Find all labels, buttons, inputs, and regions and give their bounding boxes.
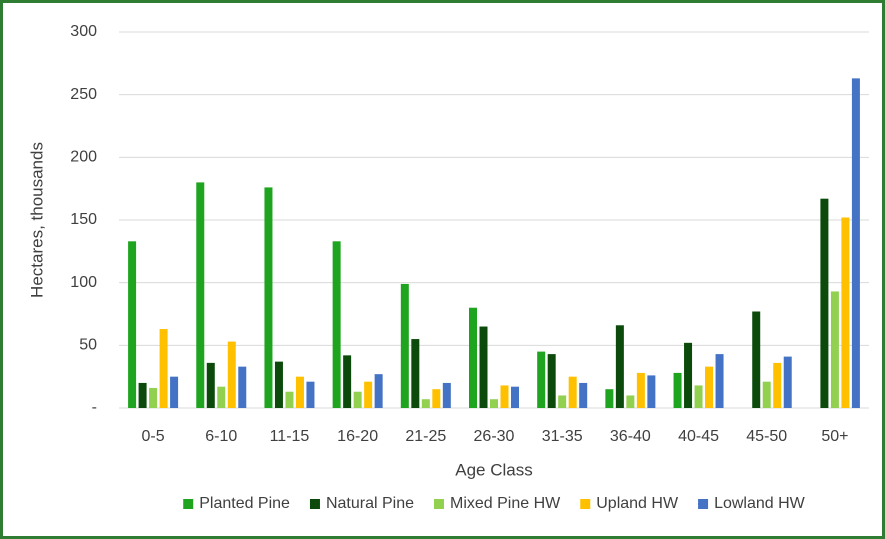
x-tick-label: 50+ [821,428,848,445]
x-tick-label: 21-25 [405,428,446,445]
bar [715,354,724,408]
x-tick-label: 26-30 [474,428,515,445]
bar [196,182,205,408]
bar [128,241,137,408]
bar [579,382,588,408]
x-axis-label: Age Class [455,460,532,479]
legend-swatch [183,499,194,509]
bar [238,366,247,408]
y-tick-label: 50 [79,337,97,354]
bar [820,198,829,408]
legend-label: Mixed Pine HW [450,495,561,512]
bar [206,362,215,408]
x-tick-label: 36-40 [610,428,651,445]
legend-label: Upland HW [596,495,679,512]
y-tick-label: 150 [70,211,97,228]
bar [159,329,168,408]
bar [851,78,860,408]
x-tick-label: 45-50 [746,428,787,445]
bar [511,386,519,408]
bar [626,395,635,408]
x-tick-label: 31-35 [542,428,583,445]
bar [274,361,283,408]
bar [615,325,624,408]
bar [647,375,656,408]
bar [568,376,577,408]
bar [285,391,294,408]
bar [432,389,441,408]
bar [830,291,839,408]
x-tick-label: 6-10 [205,428,237,445]
bar [332,241,341,408]
legend-label: Natural Pine [326,495,414,512]
bar [841,217,850,408]
x-tick-label: 16-20 [337,428,378,445]
legend-swatch [434,499,445,509]
bar [227,341,236,408]
x-tick-label: 40-45 [678,428,719,445]
bar [490,399,498,408]
y-tick-label: 100 [70,274,97,291]
bar [762,381,771,408]
bar [374,374,383,408]
legend-label: Lowland HW [714,495,806,512]
bar [705,366,714,408]
bar [343,355,352,408]
bar [500,385,509,408]
legend-swatch [580,499,591,509]
bar [364,381,373,408]
bar [479,326,488,408]
bar [773,362,782,408]
bar [469,307,477,408]
y-axis-label: Hectares, thousands [27,142,46,298]
y-tick-label: 200 [70,149,97,166]
bar [752,311,761,408]
bar [217,386,226,408]
bar [170,376,179,408]
bar [264,187,273,408]
bar [306,381,315,408]
bar [636,372,645,408]
bar [421,399,430,408]
bar [353,391,362,408]
bar [149,387,158,408]
x-tick-label: 0-5 [142,428,165,445]
y-tick-label: 300 [70,23,97,40]
bar [694,385,703,408]
legend-label: Planted Pine [199,495,290,512]
bar [537,351,546,408]
bar [558,395,567,408]
y-tick-label: - [92,399,97,416]
bar [411,339,420,408]
bar [783,356,792,408]
bar [605,389,614,408]
y-tick-label: 250 [70,86,97,103]
bar [295,376,304,408]
bar [138,382,147,408]
legend-swatch [698,499,709,509]
bar [442,382,451,408]
bar [547,354,556,408]
legend-swatch [309,499,320,509]
bar [400,283,409,408]
bar [673,372,682,408]
bar [684,342,693,408]
x-tick-label: 11-15 [270,428,310,445]
